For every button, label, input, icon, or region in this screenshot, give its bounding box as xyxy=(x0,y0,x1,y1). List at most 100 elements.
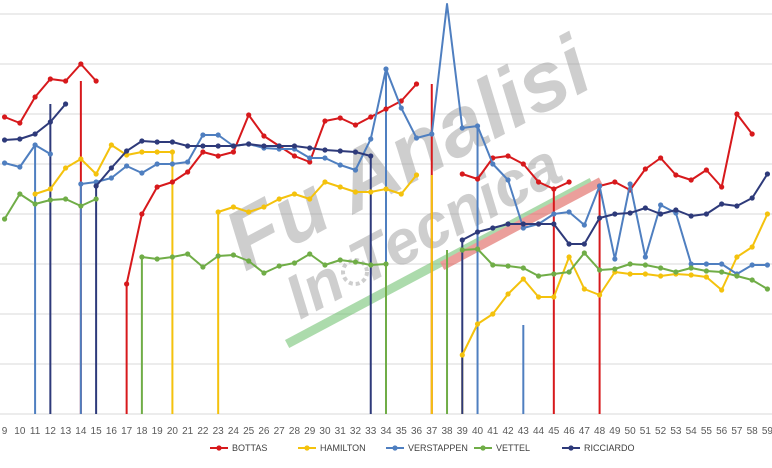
x-tick-label: 14 xyxy=(75,426,87,437)
x-tick-label: 22 xyxy=(197,426,209,437)
data-point xyxy=(185,251,191,257)
data-point xyxy=(307,196,313,202)
series-line xyxy=(125,83,418,285)
data-point xyxy=(688,272,694,278)
x-tick-label: 56 xyxy=(716,426,728,437)
data-point xyxy=(383,106,389,112)
x-tick-label: 16 xyxy=(106,426,118,437)
data-point xyxy=(688,213,694,219)
legend-label: HAMILTON xyxy=(320,443,366,453)
x-tick-label: 12 xyxy=(45,426,57,437)
data-point xyxy=(642,254,648,260)
data-point xyxy=(535,294,542,300)
x-tick-label: 44 xyxy=(533,426,545,437)
data-point xyxy=(383,186,389,192)
data-point xyxy=(642,166,648,172)
data-point xyxy=(215,132,221,138)
data-point xyxy=(154,139,160,145)
data-point xyxy=(688,265,694,271)
data-point xyxy=(124,148,130,154)
data-point xyxy=(719,184,725,190)
data-point xyxy=(32,142,38,148)
data-point xyxy=(658,273,664,279)
data-point xyxy=(368,114,374,120)
x-tick-label: 37 xyxy=(426,426,438,437)
data-point xyxy=(398,191,404,197)
x-tick-label: 59 xyxy=(762,426,772,437)
data-point xyxy=(703,274,709,280)
data-point xyxy=(459,247,465,253)
data-point xyxy=(93,171,99,177)
data-point xyxy=(1,114,8,120)
data-point xyxy=(17,136,23,142)
data-point xyxy=(291,143,298,149)
data-point xyxy=(215,153,221,159)
x-tick-label: 26 xyxy=(258,426,270,437)
data-point xyxy=(32,94,38,100)
data-point xyxy=(719,287,725,293)
data-point xyxy=(612,211,618,217)
data-point xyxy=(47,186,53,192)
data-point xyxy=(551,211,557,217)
data-point xyxy=(520,265,526,271)
data-point xyxy=(368,136,374,142)
x-tick-label: 50 xyxy=(625,426,637,437)
x-tick-label: 57 xyxy=(731,426,743,437)
data-point xyxy=(368,153,374,159)
data-point xyxy=(703,268,709,274)
data-point xyxy=(63,196,69,202)
data-point xyxy=(734,203,740,209)
data-point xyxy=(535,179,542,185)
data-point xyxy=(261,143,267,149)
data-point xyxy=(490,311,496,317)
data-point xyxy=(612,266,618,272)
x-tick-label: 48 xyxy=(594,426,606,437)
data-point xyxy=(291,191,298,197)
data-point xyxy=(154,256,160,262)
data-point xyxy=(429,131,435,137)
x-tick-label: 25 xyxy=(243,426,255,437)
data-point xyxy=(1,216,8,222)
data-point xyxy=(352,259,359,265)
data-point xyxy=(581,250,587,256)
data-point xyxy=(734,111,740,117)
data-point xyxy=(169,179,176,185)
data-point xyxy=(154,161,160,167)
data-point xyxy=(261,133,267,139)
data-point xyxy=(322,155,328,161)
data-point xyxy=(535,273,542,279)
x-tick-label: 24 xyxy=(228,426,240,437)
x-tick-label: 58 xyxy=(747,426,759,437)
data-point xyxy=(627,261,633,267)
series-bottas xyxy=(1,61,755,287)
x-tick-label: 31 xyxy=(335,426,347,437)
x-tick-label: 36 xyxy=(411,426,423,437)
data-point xyxy=(413,135,420,141)
data-point xyxy=(63,78,69,84)
data-point xyxy=(749,262,755,268)
x-tick-label: 35 xyxy=(396,426,408,437)
data-point xyxy=(322,179,328,185)
data-point xyxy=(169,139,176,145)
data-point xyxy=(642,271,648,277)
legend-marker xyxy=(216,445,222,451)
x-tick-label: 23 xyxy=(213,426,225,437)
x-tick-label: 9 xyxy=(2,426,8,437)
watermark-logo: Fu Analisi In Tecnica xyxy=(209,17,607,348)
data-point xyxy=(703,261,709,267)
data-point xyxy=(352,189,359,195)
x-tick-label: 20 xyxy=(167,426,179,437)
data-point xyxy=(139,149,145,155)
data-point xyxy=(154,149,160,155)
x-tick-label: 42 xyxy=(502,426,514,437)
data-point xyxy=(47,76,53,82)
data-point xyxy=(520,161,526,167)
data-point xyxy=(200,132,206,138)
data-point xyxy=(93,183,99,189)
data-point xyxy=(551,186,557,192)
data-point xyxy=(474,246,481,252)
data-point xyxy=(673,269,679,275)
data-point xyxy=(154,184,160,190)
data-point xyxy=(474,123,481,129)
data-point xyxy=(520,225,526,231)
